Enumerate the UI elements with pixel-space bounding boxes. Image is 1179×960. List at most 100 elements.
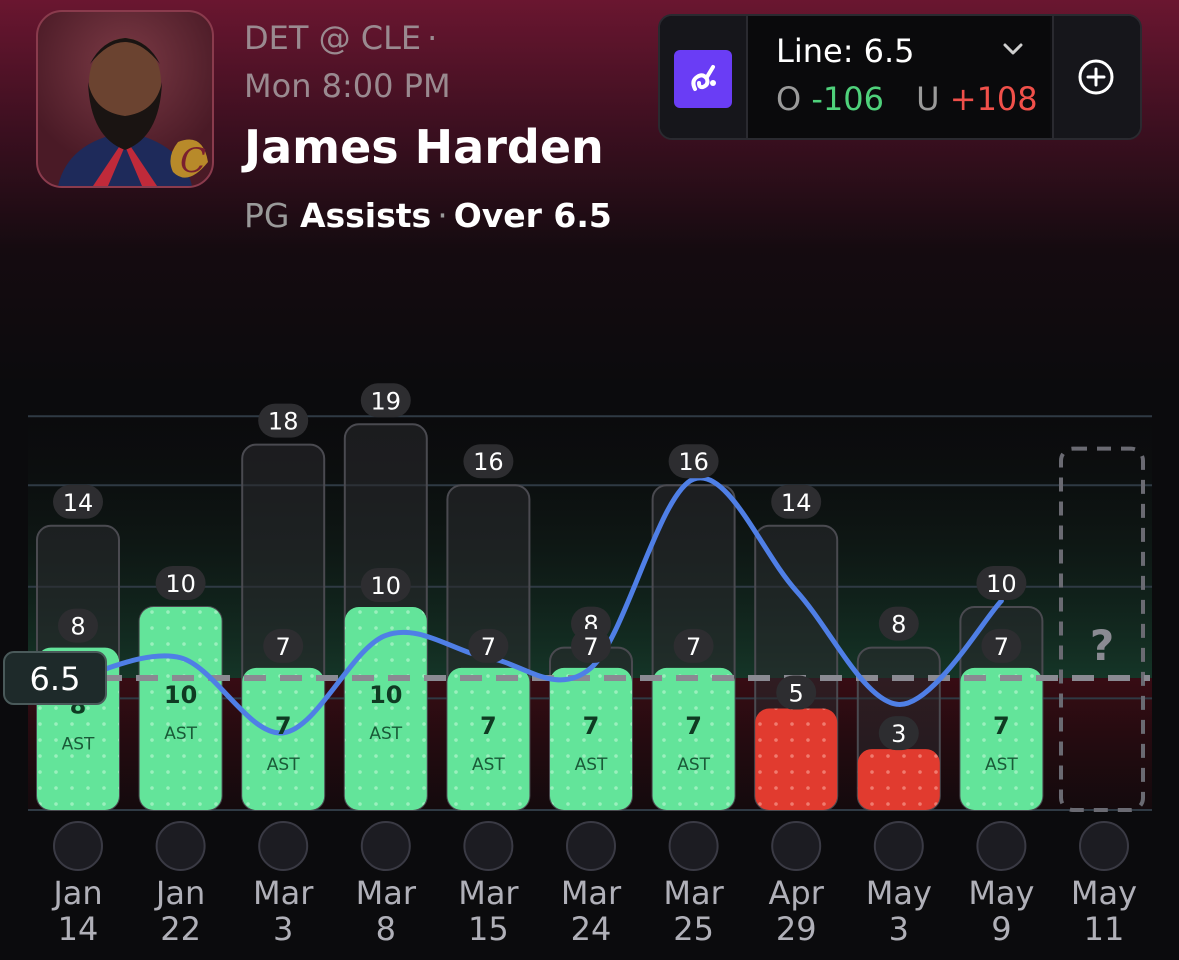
line-at-time-label: 7 [583, 633, 598, 661]
line-at-time-label-pill [468, 628, 509, 663]
date-day: 24 [571, 910, 612, 948]
date-day: 11 [1084, 910, 1125, 948]
line-at-time-label-pill [360, 568, 411, 602]
pistons-logo-icon [976, 821, 1027, 871]
chevron-down-icon [1003, 43, 1023, 55]
prop-pick: Over 6.5 [453, 196, 612, 235]
date-month: May [1071, 874, 1137, 912]
player-name: James Harden [244, 120, 604, 174]
max-label-pill [976, 566, 1027, 600]
max-label-pill [771, 484, 822, 519]
max-label: 10 [986, 570, 1017, 598]
player-position: PG [244, 196, 290, 235]
max-label-pill [258, 403, 309, 438]
date-day: 14 [58, 910, 99, 948]
mavericks-logo-icon [463, 821, 514, 871]
line-at-time-label-pill [981, 628, 1022, 663]
value-label: 7 [993, 712, 1010, 740]
line-at-time-label-pill [263, 628, 304, 663]
value-bar [550, 667, 632, 810]
game-time: Mon 8:00 PM [244, 67, 451, 105]
upcoming-game-placeholder [1059, 446, 1145, 812]
date-day: 29 [776, 910, 817, 948]
value-label-pill [878, 716, 919, 751]
max-label-pill [155, 566, 206, 600]
line-at-time-label-pill [571, 628, 611, 663]
under-odds: +108 [949, 80, 1038, 118]
line-at-time-label-pill [58, 608, 98, 643]
value-label: 7 [685, 712, 702, 740]
prop-subline: PG Assists · Over 6.5 [244, 196, 612, 235]
celtics-logo-icon [360, 821, 411, 871]
date-month: Jan [154, 874, 205, 912]
value-bar [857, 749, 940, 810]
max-label: 16 [678, 448, 709, 476]
date-day: 3 [273, 910, 293, 948]
unit-label: AST [267, 755, 300, 775]
date-month: May [866, 874, 932, 912]
max-label-pill [463, 444, 514, 479]
over-odds: -106 [811, 80, 884, 118]
over-label: O [776, 80, 802, 118]
unit-label: AST [164, 724, 197, 744]
date-day: 3 [889, 910, 909, 948]
add-pick-button[interactable] [1052, 16, 1140, 138]
lakers-logo-icon [155, 821, 206, 871]
upcoming-value: ? [1090, 621, 1114, 670]
raptors-logo-icon [771, 821, 822, 871]
date-day: 9 [991, 910, 1011, 948]
max-label-pill [668, 444, 719, 479]
value-bar [960, 667, 1043, 810]
unit-label: AST [369, 724, 402, 744]
under-label: U [916, 80, 940, 118]
value-label-pill [776, 675, 817, 710]
line-at-time-label: 10 [371, 572, 402, 600]
plus-circle-icon [1078, 59, 1114, 95]
pistons-logo-icon [258, 821, 309, 871]
max-label: 10 [165, 570, 196, 598]
sportsbook-cell[interactable] [660, 16, 748, 138]
date-day: 15 [468, 910, 509, 948]
max-label-pill [53, 484, 103, 519]
wizards-logo-icon [53, 821, 103, 871]
odds-row: O -106 U +108 [776, 80, 1038, 118]
value-label: 3 [891, 720, 906, 748]
heat-logo-icon [668, 821, 719, 871]
date-month: Mar [561, 874, 622, 912]
svg-text:C: C [180, 141, 206, 181]
line-value-badge [3, 651, 107, 706]
line-at-time-label: 7 [481, 633, 496, 661]
sportsbook-logo-icon [674, 50, 732, 108]
subline-separator: · [437, 196, 448, 235]
unit-label: AST [985, 755, 1018, 775]
date-month: May [968, 874, 1034, 912]
date-month: Apr [769, 874, 825, 912]
value-label: 10 [164, 681, 197, 709]
unit-label: AST [575, 755, 608, 775]
max-label: 8 [891, 611, 906, 639]
max-label-pill [360, 383, 411, 418]
matchup: DET @ CLE [244, 19, 422, 57]
value-label: 10 [369, 681, 402, 709]
max-label-pill [878, 606, 919, 641]
value-bar [755, 708, 838, 810]
value-bar [242, 667, 325, 810]
line-selector[interactable]: Line: 6.5 O -106 U +108 [658, 14, 1142, 140]
line-at-time-label: 7 [686, 633, 701, 661]
line-at-time-label: 7 [994, 633, 1009, 661]
value-label: 5 [789, 680, 804, 708]
line-at-time-label-pill [673, 628, 714, 663]
date-day: 8 [376, 910, 396, 948]
value-bar [344, 607, 427, 810]
date-day: 22 [160, 910, 201, 948]
date-month: Mar [663, 874, 724, 912]
value-bar [447, 667, 530, 810]
line-label: Line: 6.5 [776, 32, 915, 70]
value-label: 7 [275, 712, 292, 740]
matchup-separator: · [427, 19, 438, 57]
pistons-logo-icon [1079, 821, 1129, 871]
raptors-logo-icon [873, 821, 924, 871]
line-dropdown[interactable]: Line: 6.5 O -106 U +108 [748, 16, 1050, 138]
max-label: 16 [473, 448, 504, 476]
max-label: 18 [268, 408, 299, 436]
